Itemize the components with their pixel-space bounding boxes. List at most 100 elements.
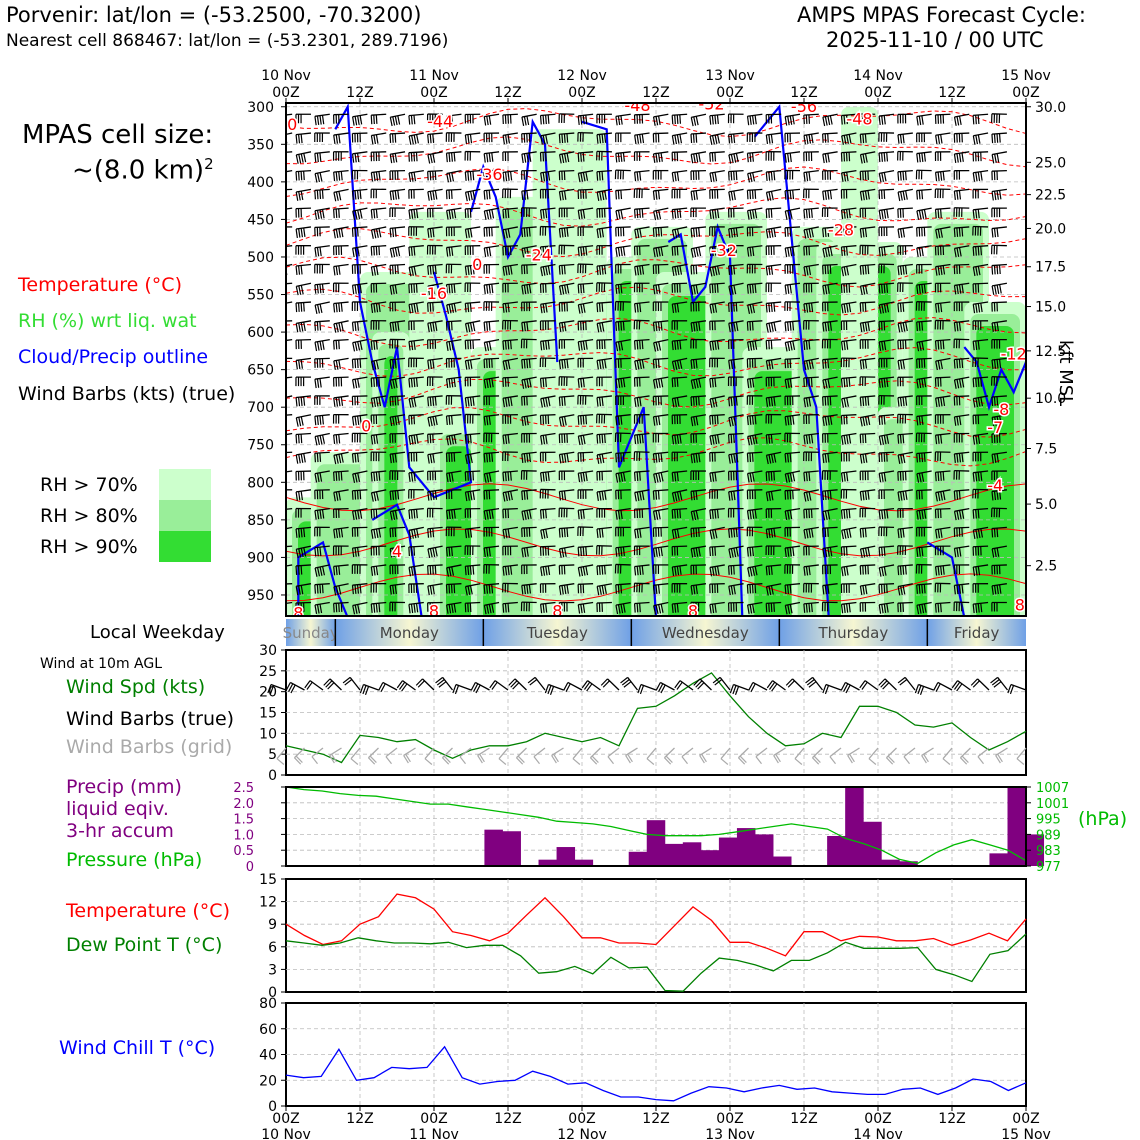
pressure-ytick-label: 989	[1036, 828, 1061, 843]
xs-wind-barb	[859, 583, 876, 596]
xs-wind-barb	[502, 207, 518, 219]
xs-wind-barb	[841, 395, 857, 408]
xs-wind-barb	[878, 301, 895, 314]
xs-wind-barb	[728, 226, 744, 238]
xs-wind-barb	[314, 132, 330, 143]
xs-wind-barb	[314, 507, 330, 520]
xs-wind-barb	[446, 601, 462, 614]
xs-wind-barb	[727, 376, 744, 387]
xs-wind-barb	[935, 132, 951, 145]
xs-wind-barb	[803, 207, 819, 219]
temp-ytick-label: 12	[259, 895, 277, 911]
xs-wind-barb	[351, 226, 368, 237]
xs-wind-barb	[690, 601, 706, 612]
xs-wind-barb	[972, 207, 989, 219]
cell-size-sup: 2	[204, 155, 214, 173]
wind-barb-true	[729, 683, 749, 696]
xs-wind-barb	[765, 188, 782, 202]
xs-wind-barb	[314, 357, 330, 368]
xs-wind-barb	[709, 320, 725, 331]
xs-wind-barb	[615, 188, 631, 200]
xs-wind-barb	[653, 338, 669, 352]
xs-wind-barb	[803, 188, 819, 199]
wind-barb-true	[693, 678, 712, 691]
xs-wind-barb	[539, 583, 556, 593]
xs-wind-barb	[314, 526, 330, 537]
xs-wind-barb	[916, 357, 932, 369]
xs-wind-barb	[370, 132, 387, 145]
wind-barb-grid	[477, 747, 490, 764]
temperature-contour	[286, 108, 1026, 138]
xs-wind-barb	[709, 583, 725, 594]
xs-wind-barb	[727, 601, 744, 612]
xs-wind-barb	[991, 564, 1007, 575]
top-tick-hour: 12Z	[346, 85, 373, 101]
wind-barbs-grid-label: Wind Barbs (grid)	[66, 736, 233, 758]
xs-wind-barb	[803, 376, 819, 388]
xs-wind-barb	[840, 414, 857, 425]
windchill-line	[285, 1045, 1027, 1102]
xs-wind-barb	[464, 507, 481, 518]
xs-wind-barb	[615, 489, 631, 500]
xs-wind-barb	[953, 583, 970, 595]
temperature-label: -24	[526, 245, 552, 264]
weekday-cell	[286, 619, 336, 646]
wind-barb-true	[359, 683, 379, 696]
xs-wind-barb	[596, 564, 612, 576]
xs-wind-barb	[614, 563, 631, 574]
xs-wind-barb	[483, 245, 500, 258]
xs-wind-barb	[972, 151, 989, 162]
xs-wind-barb	[539, 320, 556, 330]
xs-wind-barb	[483, 132, 500, 143]
xs-wind-barb	[286, 282, 293, 293]
xs-wind-barb	[746, 470, 763, 483]
xs-wind-barb	[286, 151, 293, 153]
xs-wind-barb	[991, 470, 1007, 481]
xs-wind-barb	[972, 414, 989, 425]
pressure-ytick-label: 995	[1036, 813, 1061, 828]
xs-wind-barb	[972, 583, 989, 593]
xs-wind-barb	[633, 207, 650, 219]
xs-wind-barb	[314, 226, 330, 237]
xs-wind-barb	[596, 470, 612, 481]
xs-wind-barb	[953, 489, 970, 500]
xs-wind-barb	[859, 188, 876, 201]
xs-wind-barb	[314, 414, 330, 426]
xs-wind-barb	[953, 320, 970, 332]
xs-wind-barb	[333, 188, 349, 202]
xs-wind-barb	[295, 489, 312, 501]
xs-wind-barb	[991, 320, 1007, 332]
xs-wind-barb	[389, 357, 406, 369]
xs-wind-barb	[633, 338, 650, 350]
pressure-line	[285, 786, 1027, 865]
xs-wind-barb	[615, 282, 631, 294]
wind-barb-true	[508, 678, 527, 691]
pressure-tick-label: 550	[247, 288, 274, 304]
xs-wind-barb	[934, 245, 951, 256]
xs-wind-barb	[765, 207, 782, 219]
wind-barb-grid	[903, 747, 916, 765]
xs-wind-barb	[840, 357, 857, 368]
xs-wind-barb	[521, 245, 537, 258]
xs-wind-barb	[916, 132, 932, 143]
wind-barb-true	[544, 683, 564, 696]
xs-wind-barb	[464, 207, 481, 218]
top-tick-date: 13 Nov	[705, 68, 755, 84]
xs-wind-barb	[840, 507, 857, 519]
wind-barb-true	[805, 676, 824, 691]
xs-wind-barb	[615, 226, 631, 237]
xs-wind-barb	[953, 132, 970, 143]
xs-wind-barb	[445, 226, 462, 237]
temperature-contour	[286, 228, 1026, 258]
top-tick-hour: 00Z	[716, 85, 743, 101]
xs-wind-barb	[427, 207, 443, 218]
xs-wind-barb	[408, 564, 424, 577]
xs-wind-barb	[427, 451, 443, 464]
xs-wind-barb	[709, 226, 725, 236]
xs-wind-barb	[765, 376, 782, 387]
xs-wind-barb	[596, 301, 612, 313]
xs-wind-barb	[577, 338, 594, 351]
xs-wind-barb	[784, 151, 801, 163]
xs-wind-barb	[352, 207, 368, 221]
bottom-tick-hour: 00Z	[420, 1111, 447, 1127]
